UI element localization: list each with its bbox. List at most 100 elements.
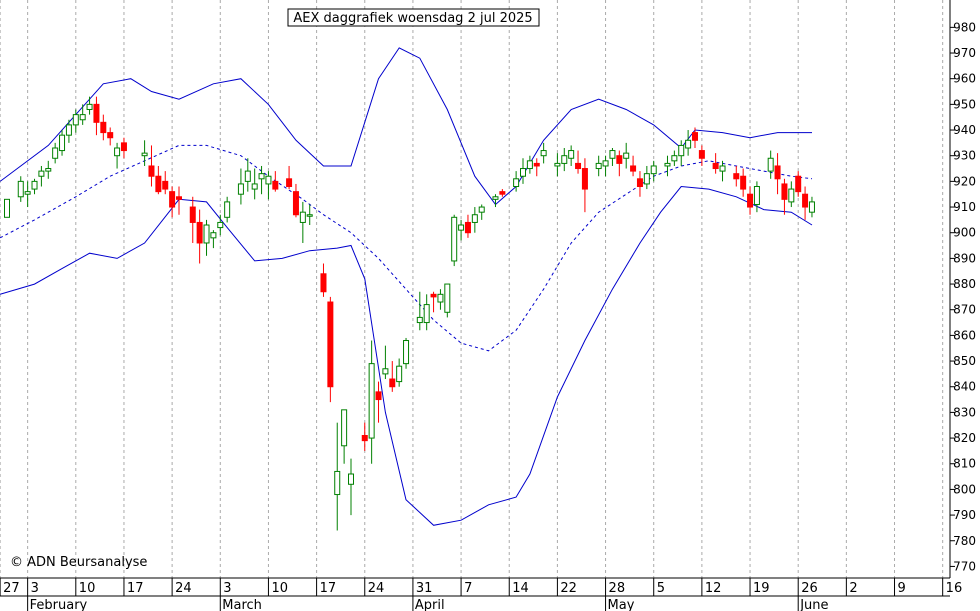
candle-body (348, 473, 354, 485)
candle-up (678, 140, 685, 166)
candle-body (554, 162, 561, 167)
x-tick-label: 31 (416, 581, 433, 596)
candle-body (513, 178, 520, 188)
candle-body (361, 435, 368, 442)
x-tick-label: 24 (368, 581, 385, 596)
y-tick-label: 890 (953, 251, 976, 265)
x-axis: 2731017243101724317142228512192629162330… (0, 578, 962, 596)
candle-body (389, 378, 396, 388)
candle-body (451, 216, 458, 262)
candle-body (224, 201, 231, 218)
candle-down (795, 171, 802, 197)
candle-down (176, 186, 182, 215)
y-tick-label: 920 (953, 174, 976, 188)
candle-body (767, 157, 774, 172)
candle-body (210, 232, 217, 239)
candle-body (561, 155, 568, 164)
x-tick-label: 28 (609, 581, 626, 596)
candle-down (499, 189, 506, 197)
candle-up (451, 214, 458, 267)
candle-body (430, 293, 437, 298)
candle-up (458, 219, 465, 241)
x-tick-label: 24 (175, 581, 192, 596)
candle-down (375, 381, 382, 423)
candle-body (403, 340, 410, 365)
candle-down (802, 186, 809, 220)
candle-up (203, 219, 210, 256)
candle-up (623, 142, 630, 169)
candle-down (733, 165, 740, 187)
candle-body (712, 162, 719, 170)
bollinger-lower-line (0, 185, 813, 526)
y-tick-label: 970 (953, 46, 976, 60)
y-tick-label: 780 (953, 534, 976, 548)
candle-up (17, 176, 24, 202)
candle-up (520, 158, 526, 184)
candle-up (396, 358, 403, 387)
candle-down (630, 155, 637, 177)
candle-down (774, 153, 781, 195)
candle-down (320, 263, 327, 297)
candle-up (671, 150, 678, 166)
candle-up (602, 155, 609, 177)
candle-body (595, 162, 602, 170)
candle-up (65, 119, 72, 143)
candle-body (630, 165, 637, 172)
candle-up (86, 96, 93, 115)
candle-body (664, 162, 671, 167)
candle-body (464, 221, 471, 234)
candle-body (306, 214, 313, 217)
candle-body (244, 170, 251, 182)
y-tick-label: 850 (953, 354, 976, 368)
candle-body (169, 191, 176, 208)
candle-up (299, 201, 306, 243)
candle-body (59, 134, 66, 152)
candle-up (753, 181, 760, 213)
candle-body (38, 170, 45, 177)
candle-down (100, 114, 107, 141)
candle-up (4, 198, 10, 218)
candle-body (747, 193, 754, 208)
candle-down (712, 153, 719, 174)
y-tick-label: 810 (953, 457, 976, 471)
candle-down (740, 168, 747, 197)
candle-body (575, 162, 582, 170)
candle-down (636, 171, 643, 197)
candle-up (478, 204, 485, 220)
candle-up (59, 130, 66, 156)
copyright-text: © ADN Beursanalyse (10, 555, 147, 570)
candle-up (540, 142, 547, 164)
candle-body (292, 191, 299, 216)
candle-down (616, 150, 623, 177)
month-label: March (222, 598, 262, 611)
candle-up (664, 155, 671, 177)
candle-body (237, 183, 244, 195)
candle-up (788, 181, 795, 208)
candle-down (533, 158, 540, 177)
candle-body (568, 150, 575, 159)
x-tick-label: 17 (320, 581, 337, 596)
candle-body (17, 180, 24, 198)
chart-title-frame (287, 8, 540, 27)
candle-up (265, 171, 272, 200)
candle-up (141, 140, 148, 166)
candle-body (774, 165, 781, 180)
y-tick-label: 930 (953, 149, 976, 163)
y-tick-label: 770 (953, 559, 976, 573)
candle-down (189, 196, 196, 243)
x-tick-label: 7 (464, 581, 472, 596)
y-tick-label: 840 (953, 380, 976, 394)
candle-body (678, 144, 685, 157)
candle-up (808, 196, 815, 218)
candle-up (251, 168, 258, 200)
candle-body (719, 165, 726, 172)
x-tick-label: 2 (849, 581, 857, 596)
candle-down (292, 183, 299, 218)
candle-up (217, 214, 224, 236)
candle-body (107, 132, 114, 139)
candle-body (753, 186, 760, 205)
candle-up (24, 181, 31, 208)
y-tick-label: 940 (953, 123, 976, 137)
y-tick-label: 880 (953, 277, 976, 291)
